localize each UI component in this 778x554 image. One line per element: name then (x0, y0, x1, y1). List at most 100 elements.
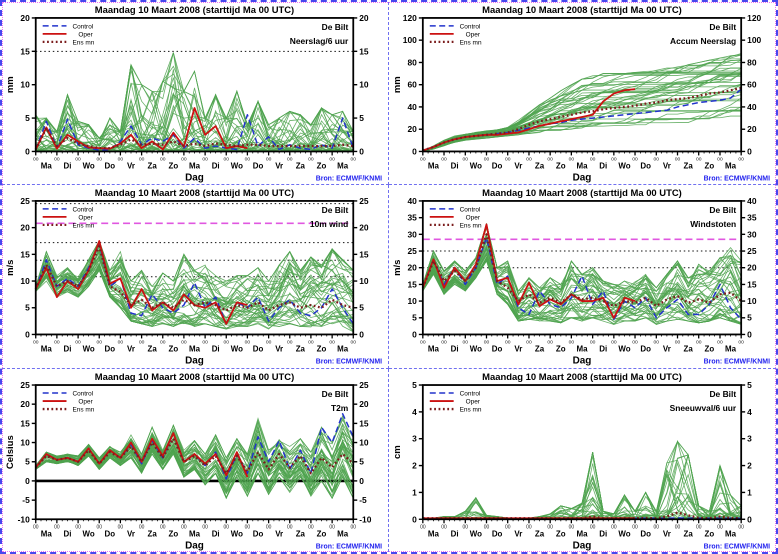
x-day-label: Zo (317, 345, 327, 354)
x-hour-label: 00 (223, 340, 229, 346)
x-day-label: Vr (514, 161, 522, 170)
y-tick-label-right: 20 (359, 13, 369, 23)
ensemble-member-line (422, 58, 742, 152)
x-axis-title: Dag (185, 356, 204, 367)
y-tick-label-right: 0 (359, 476, 364, 486)
x-hour-label: 00 (611, 156, 617, 162)
variable-label: 10m wind (310, 219, 348, 229)
ensemble-member-line (422, 245, 742, 326)
x-day-label: Vr (514, 529, 522, 538)
y-tick-label-left: 15 (407, 280, 417, 290)
x-hour-label: 00 (245, 524, 251, 530)
series-line-oper (422, 88, 636, 152)
ensemble-member-line (35, 240, 354, 323)
x-hour-label: 00 (526, 340, 532, 346)
x-day-label: Ma (428, 345, 440, 354)
y-tick-label-right: 10 (747, 296, 757, 306)
legend-label: Ens mn (460, 39, 482, 46)
x-day-label: Do (253, 345, 264, 354)
x-hour-label: 00 (505, 524, 511, 530)
x-day-label: Vr (127, 345, 135, 354)
variable-label: T2m (331, 403, 348, 413)
x-day-label: Ma (41, 345, 53, 354)
x-hour-label: 00 (33, 340, 39, 346)
x-hour-label: 00 (287, 524, 293, 530)
legend-label: Ens mn (72, 223, 94, 230)
y-tick-label-left: 20 (20, 399, 30, 409)
ensemble-member-line (35, 448, 354, 499)
y-tick-label-right: 0 (359, 330, 364, 340)
x-day-label: Ma (41, 529, 53, 538)
y-tick-label-right: 10 (359, 80, 369, 90)
x-hour-label: 00 (696, 524, 702, 530)
x-day-label: Za (148, 529, 158, 538)
source-label: Bron: ECMWF/KNMI (704, 175, 770, 182)
x-hour-label: 00 (33, 524, 39, 530)
ensemble-member-line (35, 240, 354, 318)
chart-sneeuwval-6uur: Maandag 10 Maart 2008 (starttijd Ma 00 U… (392, 372, 770, 551)
x-day-label: Di (212, 345, 220, 354)
ensemble-lines (422, 439, 742, 520)
x-hour-label: 00 (351, 340, 357, 346)
y-tick-label-right: 25 (359, 196, 369, 206)
x-day-label: Ma (725, 345, 737, 354)
x-hour-label: 00 (139, 156, 145, 162)
y-tick-label-left: 10 (20, 276, 30, 286)
y-tick-label-right: 15 (359, 250, 369, 260)
legend-label: Control (460, 23, 481, 30)
x-day-label: Do (640, 345, 651, 354)
ensemble-member-line (422, 246, 742, 317)
x-day-label: Do (105, 345, 116, 354)
y-tick-label-right: -5 (359, 495, 367, 505)
x-day-label: Ma (189, 345, 201, 354)
x-day-label: Di (64, 529, 72, 538)
x-day-label: Vr (663, 161, 671, 170)
y-tick-label-right: 25 (747, 246, 757, 256)
x-axis-title: Dag (573, 356, 592, 367)
ensemble-member-line (422, 68, 742, 152)
chart-title: Maandag 10 Maart 2008 (starttijd Ma 00 U… (482, 188, 682, 199)
ensemble-member-line (422, 106, 742, 152)
x-day-label: Vr (663, 345, 671, 354)
x-day-label: Za (148, 345, 158, 354)
x-hour-label: 00 (654, 524, 660, 530)
ensemble-lines (35, 52, 354, 152)
x-hour-label: 00 (54, 156, 60, 162)
x-day-label: Do (640, 161, 651, 170)
series-line-oper (34, 107, 248, 151)
y-axis-label: Celsius (5, 435, 16, 469)
x-axis-title: Dag (573, 540, 592, 551)
y-tick-label-right: 120 (747, 13, 761, 23)
x-day-label: Ma (41, 161, 53, 170)
x-hour-label: 00 (632, 340, 638, 346)
x-day-label: Ma (337, 529, 349, 538)
x-hour-label: 00 (75, 340, 81, 346)
y-tick-label-left: 2 (412, 460, 417, 470)
panel-accum-neerslag: Maandag 10 Maart 2008 (starttijd Ma 00 U… (389, 2, 776, 186)
y-tick-label-left: 5 (25, 303, 30, 313)
x-hour-label: 00 (632, 156, 638, 162)
legend-label: Control (72, 23, 93, 30)
x-hour-label: 00 (675, 524, 681, 530)
x-hour-label: 00 (266, 340, 272, 346)
legend-label: Ens mn (72, 39, 94, 46)
source-label: Bron: ECMWF/KNMI (704, 543, 770, 550)
x-day-label: Ma (576, 161, 588, 170)
x-hour-label: 00 (569, 156, 575, 162)
ensemble-member-line (422, 109, 742, 152)
y-tick-label-right: 5 (359, 303, 364, 313)
x-day-label: Ma (576, 345, 588, 354)
ensemble-member-line (422, 223, 742, 321)
x-hour-label: 00 (329, 340, 335, 346)
x-day-label: Wo (83, 529, 95, 538)
x-day-label: Vr (127, 529, 135, 538)
x-day-label: Wo (83, 161, 95, 170)
y-tick-label-right: 5 (359, 113, 364, 123)
x-hour-label: 00 (139, 340, 145, 346)
x-hour-label: 00 (505, 340, 511, 346)
y-tick-label-left: 5 (25, 456, 30, 466)
variable-label: Windstoten (690, 219, 736, 229)
chart-title: Maandag 10 Maart 2008 (starttijd Ma 00 U… (482, 372, 682, 383)
source-label: Bron: ECMWF/KNMI (316, 359, 382, 366)
